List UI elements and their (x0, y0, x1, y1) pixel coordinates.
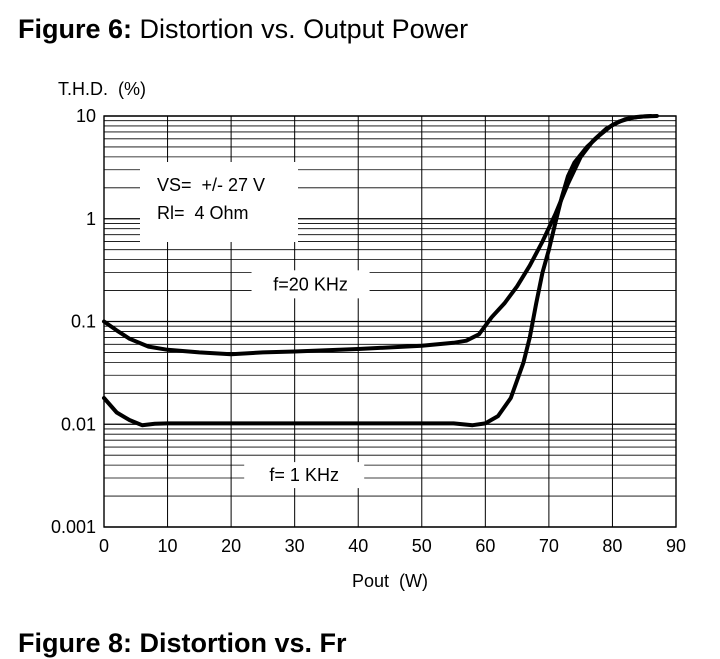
figure-title: Figure 6: Distortion vs. Output Power (18, 14, 468, 45)
x-tick-label: 80 (602, 536, 622, 556)
y-axis-label: T.H.D. (%) (58, 79, 146, 99)
y-tick-label: 0.1 (71, 312, 96, 332)
condition-text: VS= +/- 27 V (157, 175, 265, 195)
series-label-bg (251, 270, 370, 299)
x-tick-label: 20 (221, 536, 241, 556)
next-figure-title: Figure 8: Distortion vs. Fr (18, 628, 347, 658)
figure-title-text: Distortion vs. Output Power (139, 14, 469, 44)
thd-chart: 0 10 20 30 40 50 60 70 80 90 0.001 0.01 0.1 1 10 T.H.D.… (51, 79, 686, 591)
x-tick-label: 40 (348, 536, 368, 556)
y-tick-label: 10 (76, 106, 96, 126)
x-tick-label: 90 (666, 536, 686, 556)
series-label-bg (244, 462, 365, 489)
x-tick-label: 0 (99, 536, 109, 556)
x-axis-label: Pout (W) (352, 571, 428, 591)
y-tick-label: 0.01 (61, 414, 96, 434)
series-label: f=20 KHz (273, 274, 348, 294)
conditions-box (140, 162, 298, 242)
x-tick-label: 30 (285, 536, 305, 556)
y-tick-label: 0.001 (51, 517, 96, 537)
series-line-f1khz (102, 114, 653, 428)
x-tick-label: 60 (475, 536, 495, 556)
x-tick-label: 50 (412, 536, 432, 556)
series-label: f= 1 KHz (269, 465, 339, 485)
x-tick-label: 10 (158, 536, 178, 556)
condition-text: Rl= 4 Ohm (157, 203, 249, 223)
y-tick-label: 1 (86, 209, 96, 229)
x-tick-label: 70 (539, 536, 559, 556)
figure-number: Figure 6: (18, 14, 133, 44)
